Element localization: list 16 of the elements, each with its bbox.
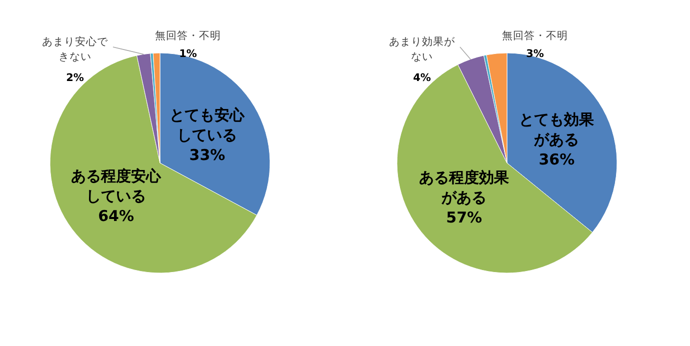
slice-label: 無回答・不明 bbox=[155, 30, 221, 42]
data-label: 3% bbox=[526, 48, 544, 60]
data-label: 57% bbox=[446, 208, 482, 226]
data-label: 4% bbox=[413, 72, 432, 84]
data-label: 36% bbox=[538, 150, 575, 168]
slice-label: ある程度効果がある bbox=[419, 168, 510, 206]
slice-label: とても安心している bbox=[170, 106, 246, 144]
data-label: 2% bbox=[66, 72, 84, 84]
slice-label: あまり安心できない bbox=[42, 35, 109, 63]
data-label: 64% bbox=[98, 207, 134, 226]
data-label: 33% bbox=[189, 146, 226, 164]
slice-label: ある程度安心している bbox=[71, 167, 162, 206]
slice-label: 無回答・不明 bbox=[502, 30, 568, 42]
slice-label: あまり効果がない bbox=[389, 35, 456, 63]
slice-label: とても効果がある bbox=[519, 110, 596, 148]
data-label: 1% bbox=[179, 48, 198, 60]
